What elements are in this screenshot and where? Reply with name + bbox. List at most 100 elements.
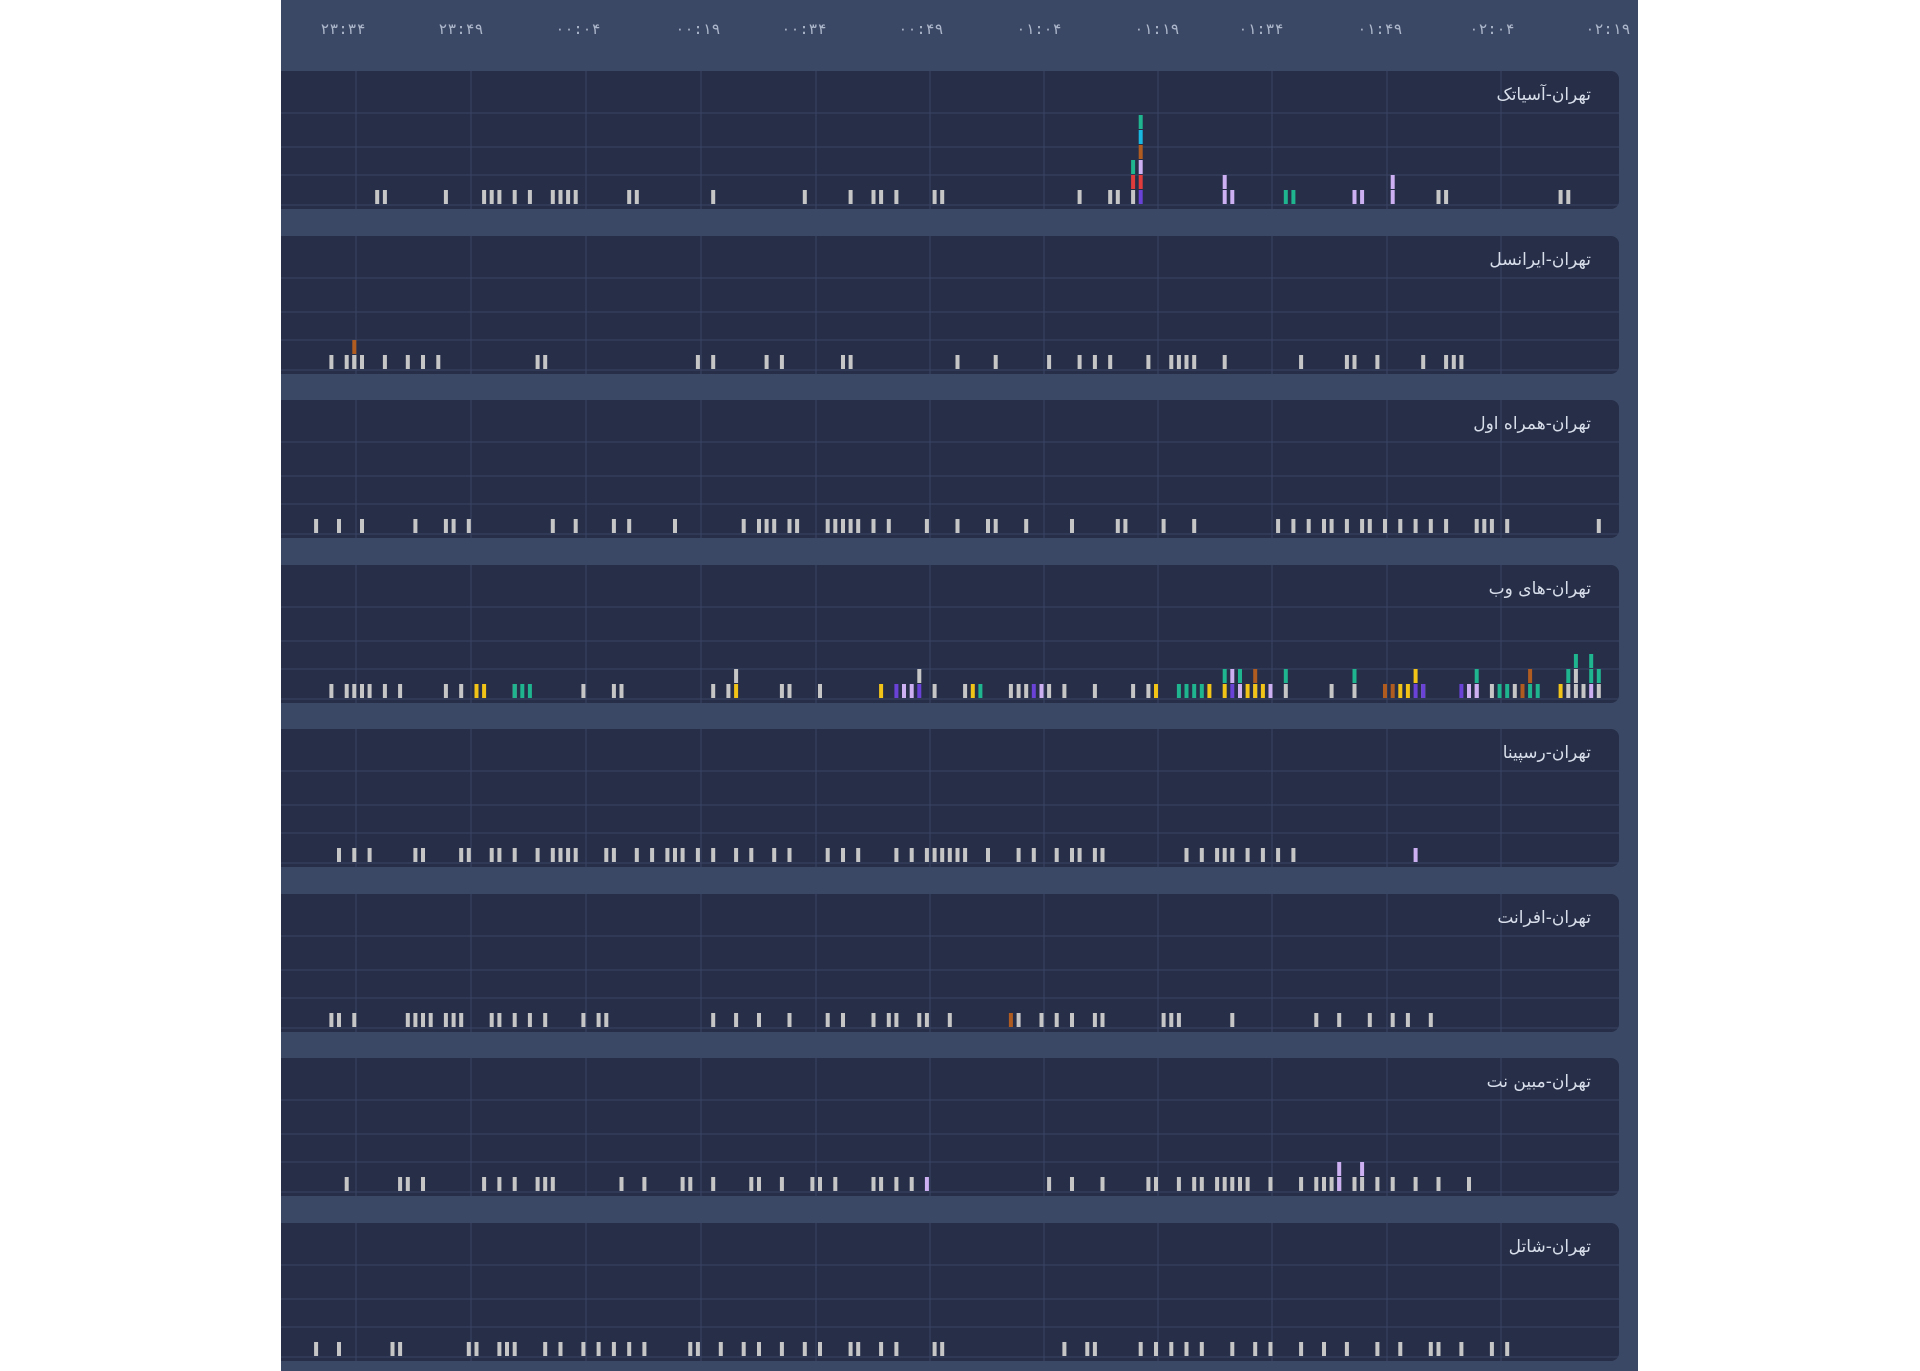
status-bar bbox=[1169, 1012, 1174, 1027]
status-bar bbox=[497, 1177, 502, 1191]
x-tick-label: ۰۱:۱۹ bbox=[1134, 20, 1180, 38]
status-bar-segment bbox=[1138, 160, 1143, 174]
status-bar bbox=[1566, 190, 1571, 204]
status-bar bbox=[757, 1177, 761, 1191]
status-bar-segment bbox=[1291, 190, 1296, 204]
status-bar bbox=[611, 1341, 616, 1356]
status-bar bbox=[787, 848, 792, 862]
status-bar bbox=[566, 190, 571, 204]
status-bar bbox=[871, 1012, 876, 1027]
status-bar bbox=[466, 519, 471, 533]
status-bar bbox=[1123, 519, 1128, 533]
status-bar bbox=[894, 1012, 899, 1027]
x-tick-label: ۰۰:۴۹ bbox=[898, 20, 944, 38]
status-bar bbox=[1352, 354, 1357, 369]
status-bar-segment bbox=[352, 354, 357, 369]
status-bar-segment bbox=[1352, 668, 1357, 683]
status-bar bbox=[802, 1341, 807, 1356]
status-bar bbox=[352, 1012, 357, 1027]
isp-panel: تهران-افرانت bbox=[281, 893, 1619, 1032]
status-bar bbox=[1077, 354, 1082, 369]
status-bar bbox=[764, 519, 769, 533]
isp-panel: تهران-ایرانسل bbox=[281, 235, 1619, 374]
status-bar bbox=[1268, 1341, 1273, 1356]
status-bar bbox=[1085, 1341, 1090, 1356]
status-bar-segment bbox=[1138, 145, 1143, 159]
panel-title: تهران-های وب bbox=[1488, 578, 1591, 599]
status-bar bbox=[543, 1341, 548, 1356]
status-bar-segment bbox=[1268, 683, 1273, 698]
status-bar-segment bbox=[1008, 1012, 1013, 1027]
status-bar bbox=[711, 190, 716, 204]
status-bar bbox=[1146, 1177, 1151, 1191]
status-bar bbox=[1375, 1341, 1380, 1356]
status-bar bbox=[1253, 1341, 1258, 1356]
status-bar bbox=[695, 848, 700, 862]
status-bar-segment bbox=[879, 683, 884, 698]
status-bar bbox=[1314, 1177, 1319, 1191]
status-bar bbox=[1039, 1012, 1044, 1027]
status-bar bbox=[443, 1012, 448, 1027]
x-tick-label: ۰۱:۴۹ bbox=[1357, 20, 1403, 38]
status-bar bbox=[337, 848, 341, 862]
status-bar bbox=[558, 848, 563, 862]
status-bar bbox=[390, 1341, 395, 1356]
status-bar bbox=[856, 848, 861, 862]
status-bar bbox=[405, 354, 410, 369]
status-bar bbox=[1184, 354, 1189, 369]
status-bar-segment bbox=[1512, 683, 1517, 698]
status-bar bbox=[619, 1177, 624, 1191]
status-bar-segment bbox=[1253, 683, 1258, 698]
status-bar bbox=[505, 1341, 509, 1356]
status-bar bbox=[489, 1012, 494, 1027]
status-bar bbox=[825, 519, 830, 533]
status-bar bbox=[1070, 1012, 1074, 1027]
status-bar bbox=[451, 1012, 456, 1027]
status-bar bbox=[810, 1177, 815, 1191]
status-bar bbox=[841, 1012, 845, 1027]
status-bar bbox=[841, 354, 845, 369]
status-bar bbox=[741, 1341, 746, 1356]
status-bar bbox=[512, 190, 517, 204]
status-bar bbox=[993, 354, 998, 369]
status-bar bbox=[818, 683, 822, 698]
status-bar bbox=[413, 848, 418, 862]
status-bar bbox=[344, 354, 349, 369]
status-bar-segment bbox=[917, 683, 922, 698]
status-bar bbox=[947, 848, 952, 862]
status-bar bbox=[955, 848, 960, 862]
status-bar bbox=[1390, 1012, 1395, 1027]
status-bar-segment bbox=[1131, 175, 1136, 189]
status-bar-segment bbox=[1138, 175, 1143, 189]
status-bar bbox=[1192, 519, 1197, 533]
status-bar bbox=[367, 683, 372, 698]
status-bar bbox=[1070, 848, 1074, 862]
status-bar bbox=[1176, 1177, 1181, 1191]
status-bar bbox=[550, 190, 555, 204]
status-bar bbox=[1047, 1177, 1052, 1191]
status-bar bbox=[627, 1341, 632, 1356]
status-bar bbox=[642, 1341, 647, 1356]
status-bar bbox=[550, 848, 555, 862]
status-bar bbox=[749, 848, 754, 862]
status-bar bbox=[1245, 1177, 1250, 1191]
status-bar bbox=[1024, 519, 1029, 533]
status-bar bbox=[405, 1177, 410, 1191]
status-bar-segment bbox=[894, 683, 899, 698]
status-bar bbox=[1436, 190, 1441, 204]
status-bar bbox=[1031, 848, 1036, 862]
status-bar bbox=[497, 1341, 502, 1356]
status-bar bbox=[413, 519, 418, 533]
status-bar bbox=[527, 1012, 532, 1027]
status-bar bbox=[1413, 1177, 1418, 1191]
status-bar-segment bbox=[1031, 683, 1036, 698]
status-bar bbox=[734, 848, 739, 862]
status-bar-segment bbox=[482, 683, 487, 698]
status-bar bbox=[1352, 1177, 1357, 1191]
status-bar bbox=[497, 848, 502, 862]
status-bar bbox=[779, 1341, 784, 1356]
status-bar-segment bbox=[1199, 683, 1204, 698]
status-bar bbox=[673, 848, 677, 862]
status-bar bbox=[1161, 519, 1166, 533]
status-bar bbox=[1092, 683, 1097, 698]
